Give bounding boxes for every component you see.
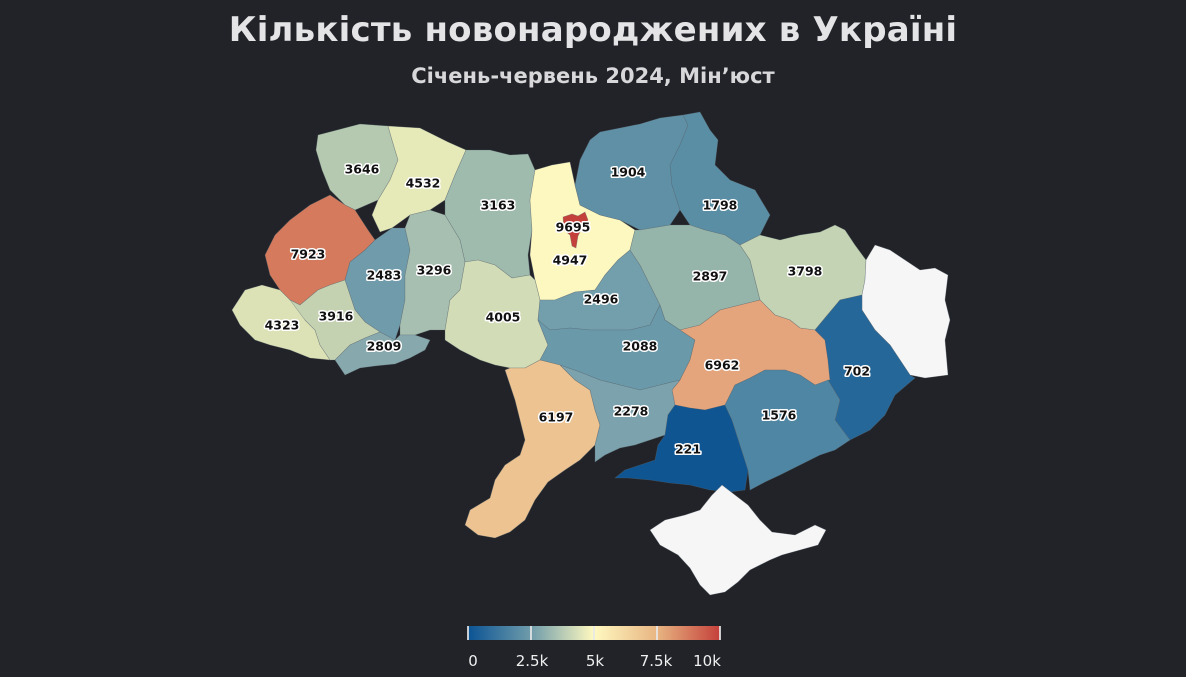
legend-tick — [530, 626, 532, 640]
legend-tick — [467, 626, 469, 640]
region-rivne[interactable] — [371, 125, 467, 233]
legend-tick — [593, 626, 595, 640]
legend-label: 2.5k — [515, 652, 549, 670]
legend-label: 0 — [468, 652, 478, 670]
region-chernivtsi[interactable] — [334, 331, 431, 376]
legend-tick — [656, 626, 658, 640]
legend-label: 7.5k — [639, 652, 673, 670]
legend-label: 10k — [693, 652, 721, 670]
region-zaporizhzhia[interactable] — [724, 369, 851, 491]
region-kyiv-city[interactable] — [562, 211, 589, 249]
region-odesa[interactable] — [464, 359, 601, 539]
color-legend — [467, 626, 721, 642]
region-kherson[interactable] — [614, 404, 749, 493]
region-mykolaiv[interactable] — [559, 364, 681, 463]
legend-labels: 0 2.5k 5k 7.5k 10k — [450, 652, 750, 672]
legend-label: 5k — [585, 652, 605, 670]
page-title: Кількість новонароджених в Україні — [228, 10, 958, 50]
regions-layer — [231, 111, 951, 596]
region-donetsk[interactable] — [814, 294, 916, 441]
region-crimea[interactable] — [649, 484, 827, 596]
legend-tick — [719, 626, 721, 640]
page-subtitle: Січень-червень 2024, Мін’юст — [411, 64, 775, 88]
